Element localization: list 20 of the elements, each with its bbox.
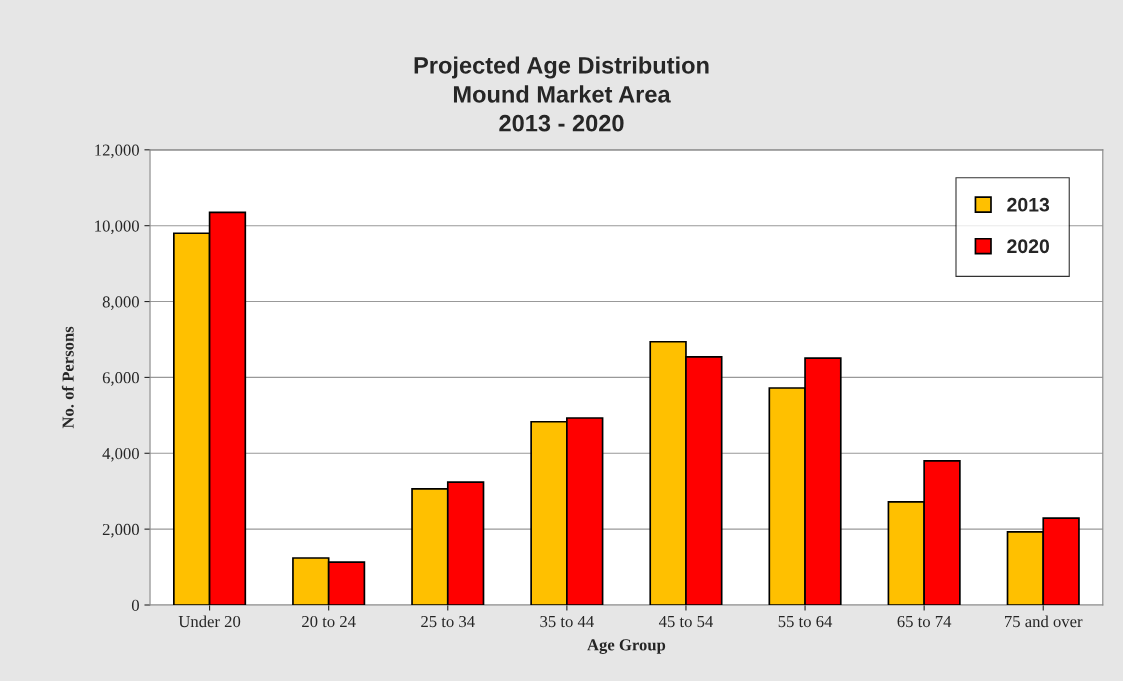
y-tick-label: 0: [131, 599, 139, 611]
legend-label: 2020: [1007, 239, 1050, 254]
y-tick-label: 10,000: [95, 220, 139, 235]
y-tick-label: 6,000: [102, 372, 139, 386]
legend-label: 2013: [1007, 197, 1050, 212]
x-tick-label: 75 and over: [1005, 615, 1083, 628]
x-tick-label: Under 20: [178, 615, 241, 628]
x-tick-label: 55 to 64: [778, 615, 833, 628]
x-axis-title: Age Group: [587, 639, 666, 654]
chart-title: Projected Age Distribution Mound Market Area 2013 - 2020: [414, 56, 709, 132]
x-tick-label: 25 to 34: [421, 615, 475, 628]
x-tick-label: 35 to 44: [540, 615, 594, 628]
x-tick-label: 45 to 54: [658, 616, 714, 628]
x-tick-label: 20 to 24: [302, 615, 356, 628]
y-axis-title: No. of Persons: [61, 326, 74, 429]
y-tick-label: 12,000: [95, 144, 139, 159]
x-tick-label: 65 to 74: [897, 615, 952, 628]
y-tick-label: 4,000: [102, 447, 139, 462]
y-tick-label: 8,000: [102, 296, 139, 310]
y-tick-label: 2,000: [102, 523, 139, 538]
